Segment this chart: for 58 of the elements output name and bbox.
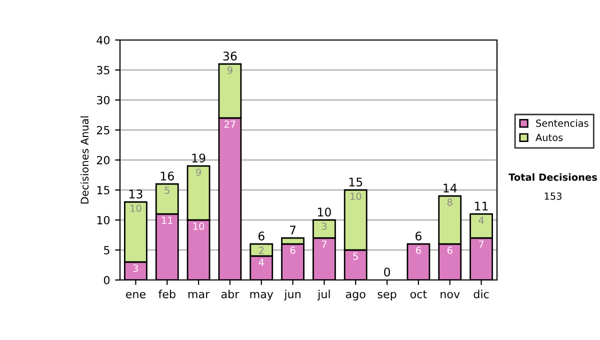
x-tick-label: feb: [158, 290, 176, 298]
data-label: 3: [322, 222, 327, 230]
text: Total Decisiones: [508, 173, 597, 181]
total-label: 6: [416, 232, 422, 241]
data-label: 4: [258, 258, 264, 266]
data-label: 5: [353, 252, 358, 260]
x-tick-label: oct: [410, 290, 427, 298]
data-label: 10: [130, 204, 142, 212]
y-tick-label: 10: [97, 216, 110, 224]
x-tick-label: nov: [440, 292, 460, 298]
y-tick-label: 40: [96, 36, 110, 44]
y-tick-label: 15: [97, 186, 110, 194]
data-label: 9: [196, 168, 201, 176]
total-label: 14: [444, 184, 457, 192]
x-tick-label: sep: [378, 292, 396, 300]
data-label: 6: [416, 246, 421, 254]
data-label: 7: [478, 240, 484, 248]
y-tick-label: 30: [96, 96, 110, 104]
data-label: 6: [447, 246, 452, 254]
data-label: 8: [447, 198, 452, 206]
data-label: 4: [478, 216, 484, 224]
x-tick-label: ene: [126, 292, 146, 298]
total-label: 7: [290, 226, 296, 234]
x-tick-label: jun: [284, 290, 300, 300]
data-label: 27: [224, 120, 236, 128]
data-label: 2: [258, 246, 264, 254]
y-tick-label: 0: [104, 276, 110, 284]
total-label: 36: [223, 52, 237, 61]
legend-label: Sentencias: [536, 119, 588, 127]
total-label: 0: [384, 268, 390, 277]
data-label: 10: [350, 192, 362, 200]
total-label: 10: [318, 208, 331, 217]
data-label: 11: [162, 216, 172, 224]
total-label: 13: [129, 190, 142, 199]
total-label: 19: [192, 154, 206, 163]
x-tick-label: abr: [221, 290, 240, 298]
y-axis-title: Decisiones Anual: [80, 116, 89, 204]
text: 153: [544, 192, 562, 200]
y-tick-label: 5: [104, 246, 110, 254]
y-tick-label: 35: [96, 66, 110, 74]
legend-label: Autos: [536, 134, 563, 142]
y-tick-label: 20: [96, 156, 110, 164]
total-label: 15: [349, 178, 362, 187]
x-tick-label: may: [250, 292, 274, 300]
y-tick-label: 25: [96, 126, 110, 134]
data-label: 6: [290, 246, 296, 254]
x-tick-label: mar: [188, 292, 210, 298]
data-label: 10: [193, 222, 204, 230]
x-tick-label: jul: [317, 290, 330, 300]
data-label: 9: [227, 66, 232, 74]
total-label: 11: [475, 202, 488, 210]
data-label: 5: [164, 186, 170, 194]
data-label: 7: [322, 240, 326, 248]
total-label: 16: [160, 172, 174, 181]
x-tick-label: dic: [474, 290, 489, 298]
x-tick-label: ago: [346, 292, 366, 300]
total-label: 6: [258, 232, 264, 241]
data-label: 3: [133, 264, 138, 272]
